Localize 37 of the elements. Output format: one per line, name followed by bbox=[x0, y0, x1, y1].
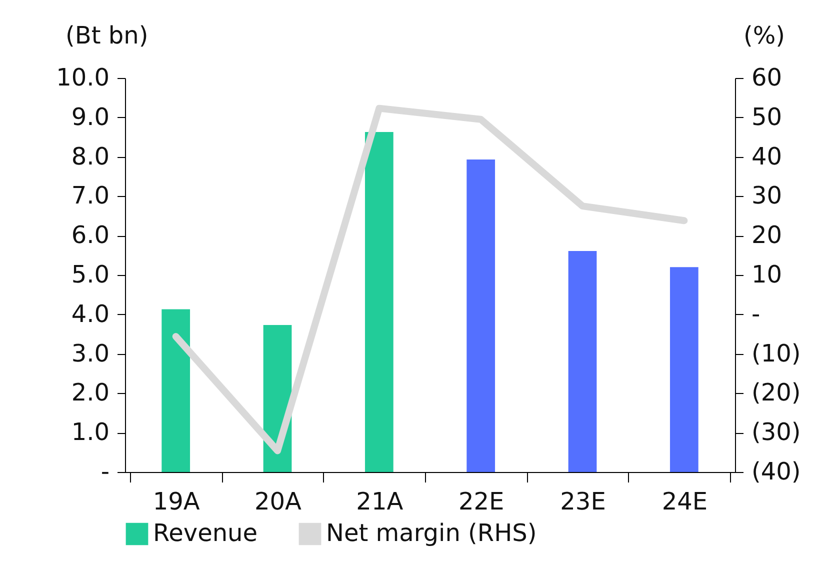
y-tick-label: 10.0 bbox=[56, 64, 110, 92]
x-tick-label: 24E bbox=[662, 488, 708, 516]
y-tick-label: 6.0 bbox=[71, 221, 110, 250]
y2-tick-label: (30) bbox=[752, 418, 801, 446]
bar bbox=[466, 160, 496, 472]
bar bbox=[364, 132, 394, 472]
y-tick-label: 8.0 bbox=[71, 142, 110, 170]
y-axis-title: (Bt bn) bbox=[66, 22, 148, 50]
x-tick-label: 21A bbox=[356, 488, 404, 516]
y-tick-label: 4.0 bbox=[71, 300, 110, 328]
y2-tick-label: (10) bbox=[752, 339, 801, 368]
x-tick-label: 22E bbox=[458, 488, 504, 516]
y2-tick-label: 60 bbox=[752, 64, 782, 92]
y2-tick-label: 20 bbox=[752, 221, 782, 250]
x-tick-label: 20A bbox=[254, 488, 302, 516]
x-tick-label: 23E bbox=[560, 488, 606, 516]
bar bbox=[162, 309, 190, 472]
y-tick-label: 7.0 bbox=[71, 182, 110, 210]
y2-tick-label: (20) bbox=[752, 378, 801, 407]
y2-tick-label: 50 bbox=[752, 102, 782, 131]
y-tick-label: 9.0 bbox=[71, 102, 110, 131]
y2-tick-label: 10 bbox=[752, 260, 782, 288]
y-tick-label: 3.0 bbox=[71, 339, 110, 368]
y2-tick-label: 40 bbox=[752, 142, 782, 170]
bar bbox=[670, 267, 698, 472]
y-tick-label: 5.0 bbox=[71, 260, 110, 288]
y-tick-label: - bbox=[100, 458, 110, 486]
y2-tick-label: 30 bbox=[752, 182, 782, 210]
x-tick-label: 19A bbox=[152, 488, 200, 516]
legend-label: Revenue bbox=[153, 519, 258, 547]
legend-label: Net margin (RHS) bbox=[326, 519, 537, 547]
y2-tick-label: - bbox=[752, 300, 760, 328]
y2-tick-label: (40) bbox=[752, 458, 801, 486]
y2-axis-title: (%) bbox=[744, 22, 786, 50]
y-tick-label: 2.0 bbox=[71, 378, 110, 407]
y-tick-label: 1.0 bbox=[71, 418, 110, 446]
bar bbox=[568, 250, 597, 472]
